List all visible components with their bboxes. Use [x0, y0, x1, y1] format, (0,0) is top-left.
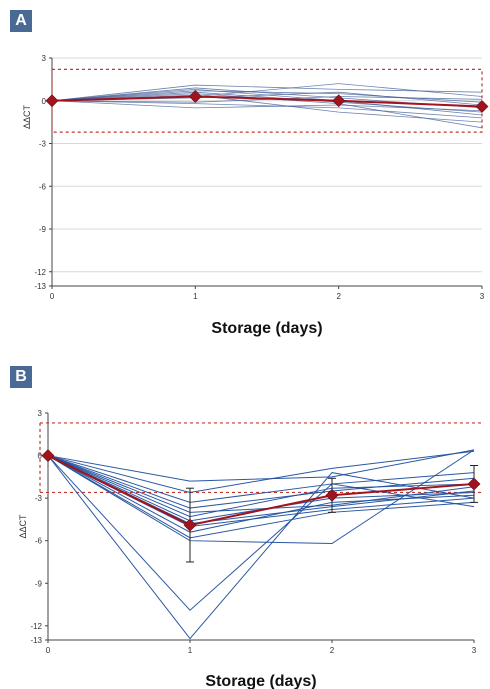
chart-a-x-tick-label: 0: [50, 292, 55, 301]
chart-b-y-tick-label: 0: [38, 452, 43, 461]
chart-b-y-tick-label: -12: [30, 622, 42, 631]
chart-b-y-tick-label: -9: [35, 579, 43, 588]
chart-b-mean-point: [467, 477, 481, 491]
chart-b-series-line: [47, 455, 475, 528]
chart-a-x-axis-label: Storage (days): [211, 320, 322, 337]
chart-a-y-tick-label: -9: [39, 225, 47, 234]
chart-b-x-axis-label: Storage (days): [205, 673, 316, 689]
chart-b-y-tick-label: -13: [30, 636, 42, 645]
chart-b-series-line: [47, 455, 475, 539]
chart-b-y-axis-label: ΔΔCT: [18, 514, 28, 539]
chart-b-x-tick-label: 3: [472, 646, 477, 655]
chart-b-series-line: [47, 455, 475, 503]
chart-a-mean-line: [51, 95, 483, 108]
chart-a-series-line: [51, 100, 483, 119]
chart-a: 3 0 -3 -6 -9 -12 -13 0 1 2 3 ΔΔCT Storage (days): [22, 54, 489, 337]
chart-b-series-line: [47, 449, 475, 545]
chart-b-series-line: [47, 455, 475, 611]
chart-b-y-tick-label: -6: [35, 537, 43, 546]
chart-b-y-tick-label: 3: [38, 409, 43, 418]
chart-b-mean-line: [47, 454, 475, 527]
chart-a-y-tick-label: -13: [34, 282, 46, 291]
chart-a-mean-point: [45, 94, 59, 108]
chart-b-mean-point: [41, 449, 55, 462]
chart-a-y-tick-label: -12: [34, 268, 46, 277]
chart-b-series-line: [47, 455, 475, 513]
chart-a-y-axis-label: ΔΔCT: [22, 104, 32, 129]
chart-b-series-line: [47, 449, 475, 482]
chart-b-series-line: [47, 455, 475, 509]
chart-b-series-line: [47, 450, 475, 493]
chart-a-y-tick-label: -3: [39, 140, 47, 149]
chart-b: 3 0 -3 -6 -9 -12 -13 0 1 2 3 ΔΔCT Storage (days): [18, 409, 484, 689]
chart-b-y-tick-label: -3: [35, 494, 43, 503]
chart-a-series-line: [51, 84, 483, 102]
chart-a-x-tick-label: 2: [336, 292, 341, 301]
chart-a-series-line: [51, 91, 483, 113]
chart-a-y-tick-label: -6: [39, 182, 47, 191]
chart-a-y-tick-label: 0: [42, 97, 47, 106]
chart-b-mean-point: [183, 518, 197, 532]
chart-b-series-line: [47, 455, 475, 640]
chart-a-y-tick-label: 3: [42, 54, 47, 63]
chart-a-x-tick-label: 3: [480, 292, 485, 301]
chart-a-mean-point: [188, 90, 202, 103]
chart-a-mean-point: [332, 94, 346, 108]
chart-b-x-tick-label: 2: [330, 646, 335, 655]
chart-b-x-tick-label: 0: [46, 646, 51, 655]
chart-b-series-line: [47, 455, 475, 518]
chart-a-mean-point: [475, 100, 489, 113]
chart-b-mean-point: [325, 488, 339, 502]
panel-label-a: A: [10, 10, 32, 32]
chart-a-series-line: [51, 88, 483, 116]
chart-a-x-tick-label: 1: [193, 292, 198, 301]
panel-label-b: B: [10, 366, 32, 388]
chart-b-x-tick-label: 1: [188, 646, 193, 655]
